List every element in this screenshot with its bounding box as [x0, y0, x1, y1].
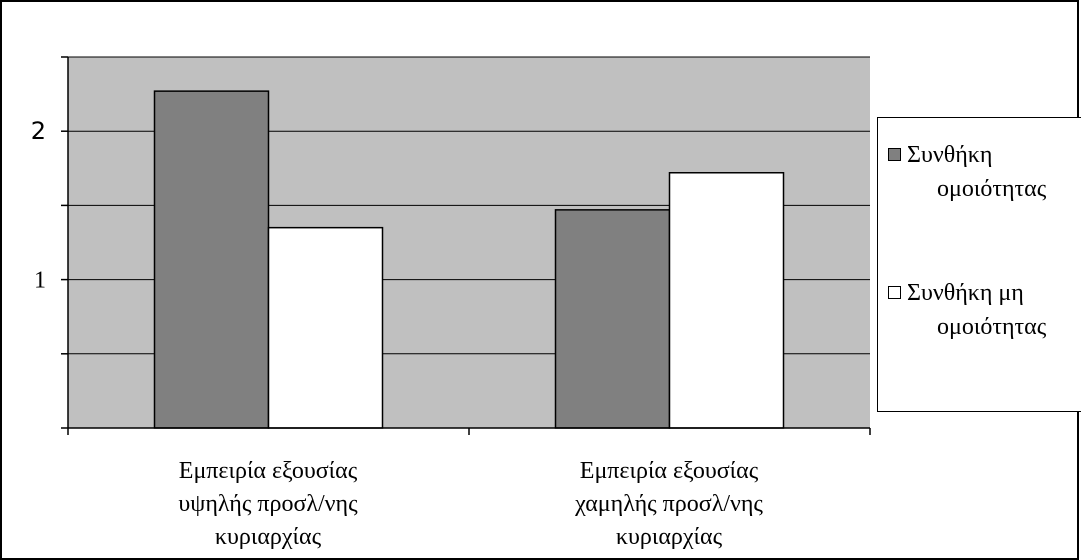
- x-category-label-0-line-2: υψηλής προσλ/νης: [178, 491, 358, 517]
- x-category-label-1-line-2: χαμηλής προσλ/νης: [575, 491, 763, 517]
- x-category-label-1-line-1: Εμπειρία εξουσίας: [579, 458, 759, 484]
- bar-series-0-category-1: [554, 209, 671, 429]
- bar-series-0-category-0: [153, 90, 270, 429]
- legend-label-non-similarity: Συνθήκη μη ομοιότητας: [907, 276, 1081, 344]
- legend-label-similarity-line-1: Συνθήκη: [907, 142, 993, 168]
- legend-label-non-similarity-line-2: ομοιότητας: [937, 314, 1047, 340]
- legend-label-similarity: Συνθήκη ομοιότητας: [907, 138, 1081, 206]
- legend-swatch-non-similarity: [888, 286, 901, 299]
- x-category-label-0-line-3: κυριαρχίας: [214, 524, 322, 550]
- legend-swatch-similarity: [888, 148, 901, 161]
- y-tick-label: 2: [31, 117, 46, 145]
- bars: [153, 90, 785, 429]
- axes: [61, 56, 871, 435]
- bar-series-1-category-1: [668, 172, 785, 429]
- y-tick-label: 1: [34, 268, 46, 294]
- legend: Συνθήκη ομοιότητας Συνθήκη μη ομοιότητας: [877, 117, 1081, 412]
- x-category-label-1-line-3: κυριαρχίας: [615, 524, 723, 550]
- bar-series-1-category-0: [267, 226, 384, 429]
- legend-item-non-similarity: Συνθήκη μη ομοιότητας: [888, 276, 1081, 344]
- y-tick-labels: 12: [31, 117, 46, 293]
- x-category-label-1: Εμπειρία εξουσίας χαμηλής προσλ/νης κυρι…: [519, 455, 819, 554]
- legend-item-similarity: Συνθήκη ομοιότητας: [888, 138, 1081, 206]
- legend-label-non-similarity-line-1: Συνθήκη μη: [907, 280, 1024, 306]
- legend-label-similarity-line-2: ομοιότητας: [937, 176, 1047, 202]
- x-category-label-0-line-1: Εμπειρία εξουσίας: [178, 458, 358, 484]
- x-category-label-0: Εμπειρία εξουσίας υψηλής προσλ/νης κυρια…: [118, 455, 418, 554]
